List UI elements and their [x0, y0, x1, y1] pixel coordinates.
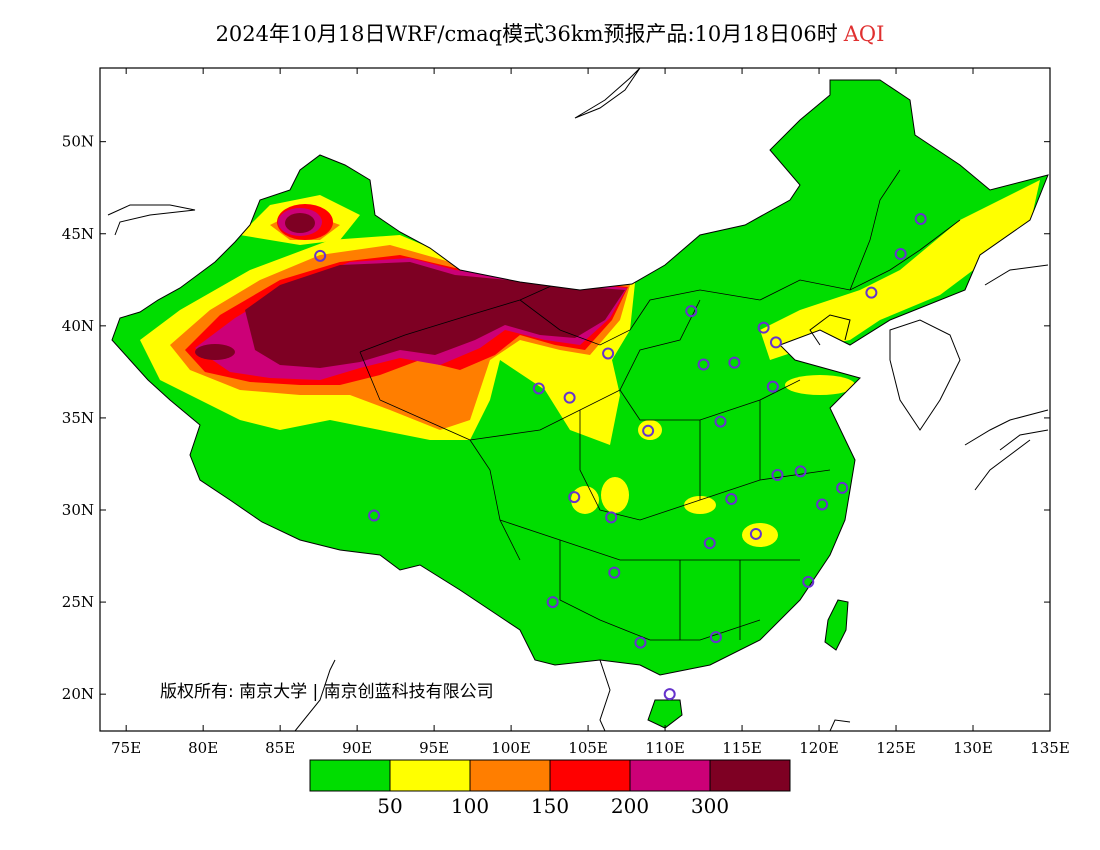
x-tick-label: 85E: [265, 739, 295, 757]
city-marker: [703, 537, 716, 550]
x-tick-label: 105E: [568, 739, 608, 757]
bohai-coast: [809, 314, 851, 346]
city-marker: [749, 527, 762, 540]
y-tick-label: 40N: [62, 317, 94, 335]
color-legend: 50 100 150 200 300: [309, 759, 791, 818]
legend-label: 100: [451, 794, 489, 818]
japan-sea-coast: [984, 264, 1049, 286]
baikal-lake: [574, 68, 641, 119]
city-marker: [816, 498, 829, 511]
plot-frame: [99, 67, 1051, 732]
aqi-yellow-blob: [684, 496, 716, 514]
y-tick-label: 30N: [62, 501, 94, 519]
y-tick-label: 45N: [62, 225, 94, 243]
outlines: [107, 68, 1049, 731]
x-tick-label: 100E: [491, 739, 531, 757]
title-variable: AQI: [843, 22, 885, 46]
city-marker: [314, 249, 327, 262]
city-marker: [757, 321, 770, 334]
x-tick-label: 95E: [419, 739, 449, 757]
city-marker: [709, 631, 722, 644]
vietnam-coast: [599, 659, 611, 731]
legend-label: 150: [531, 794, 569, 818]
city-marker: [546, 596, 559, 609]
aqi-yellow-blob: [638, 420, 662, 440]
aqi-yellow-blob: [601, 477, 629, 513]
x-tick-label: 125E: [876, 739, 916, 757]
x-tick-label: 75E: [111, 739, 141, 757]
city-marker: [642, 424, 655, 437]
city-marker: [794, 465, 807, 478]
city-marker: [368, 509, 381, 522]
city-marker: [914, 213, 927, 226]
x-tick-label: 120E: [799, 739, 839, 757]
india-coast: [294, 659, 336, 731]
legend-swatch: [309, 759, 391, 792]
x-tick-label: 110E: [645, 739, 685, 757]
city-marker: [894, 248, 907, 261]
province-boundaries: [359, 169, 961, 641]
japan-coast: [964, 409, 1049, 491]
taiwan: [824, 599, 849, 651]
city-marker: [563, 391, 576, 404]
title-main: 2024年10月18日WRF/cmaq模式36km预报产品:10月18日06时: [215, 22, 838, 46]
city-marker: [608, 566, 621, 579]
philippines-coast: [829, 719, 851, 731]
y-tick-label: 50N: [62, 133, 94, 151]
map-title: 2024年10月18日WRF/cmaq模式36km预报产品:10月18日06时 A…: [0, 18, 1100, 48]
aqi-yellow-blob: [785, 375, 855, 395]
legend-swatch: [629, 759, 711, 792]
city-marker: [663, 688, 676, 701]
y-tick-label: 25N: [62, 593, 94, 611]
city-marker: [532, 382, 545, 395]
china-border: [111, 79, 1049, 676]
x-axis: 75E 80E 85E 90E 95E 100E 105E 110E 115E 120E 125E 1…: [111, 68, 1070, 757]
city-marker: [728, 356, 741, 369]
city-marker: [568, 491, 581, 504]
city-marker: [634, 636, 647, 649]
x-tick-label: 130E: [953, 739, 993, 757]
hainan: [647, 699, 683, 729]
city-marker: [685, 305, 698, 318]
legend-swatch: [389, 759, 471, 792]
legend-label: 200: [611, 794, 649, 818]
city-marker: [725, 492, 738, 505]
y-tick-label: 35N: [62, 409, 94, 427]
city-marker: [602, 347, 615, 360]
city-marker: [802, 575, 815, 588]
korea-coast: [889, 319, 961, 431]
legend-swatch: [709, 759, 791, 792]
city-marker: [769, 336, 782, 349]
y-axis: 50N 45N 40N 35N 30N 25N 20N: [62, 133, 1050, 703]
legend-label: 50: [377, 794, 402, 818]
caspian-coast: [107, 204, 196, 236]
city-marker: [714, 415, 727, 428]
x-tick-label: 115E: [722, 739, 762, 757]
city-marker: [865, 286, 878, 299]
y-tick-label: 20N: [62, 685, 94, 703]
city-marker: [766, 380, 779, 393]
legend-label: 300: [691, 794, 729, 818]
aqi-maroon-junggar: [285, 213, 315, 233]
aqi-level-hazardous: [245, 262, 625, 368]
legend-swatch: [469, 759, 551, 792]
x-tick-label: 90E: [342, 739, 372, 757]
city-marker: [836, 481, 849, 494]
x-tick-label: 135E: [1030, 739, 1070, 757]
aqi-maroon-west: [195, 344, 235, 360]
city-markers: [314, 213, 927, 701]
city-marker: [771, 469, 784, 482]
city-marker: [697, 358, 710, 371]
legend-swatch: [549, 759, 631, 792]
x-tick-label: 80E: [188, 739, 218, 757]
copyright-text: 版权所有: 南京大学 | 南京创蓝科技有限公司: [160, 682, 494, 702]
city-marker: [605, 511, 618, 524]
